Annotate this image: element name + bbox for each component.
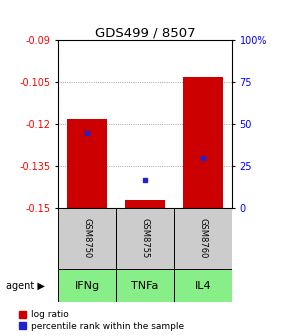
Text: GSM8760: GSM8760 (198, 218, 208, 259)
Bar (125, 200, 165, 208)
Bar (58, 269, 116, 302)
Text: GSM8755: GSM8755 (140, 218, 150, 259)
Bar (116, 269, 174, 302)
Text: TNFa: TNFa (131, 281, 159, 291)
Text: IFNg: IFNg (75, 281, 99, 291)
Text: IL4: IL4 (195, 281, 211, 291)
Bar (174, 269, 232, 302)
Legend: log ratio, percentile rank within the sample: log ratio, percentile rank within the sa… (19, 310, 184, 331)
Text: agent ▶: agent ▶ (6, 281, 45, 291)
Bar (116, 208, 174, 269)
Bar (183, 77, 223, 208)
Title: GDS499 / 8507: GDS499 / 8507 (95, 26, 195, 39)
Bar (58, 208, 116, 269)
Bar (174, 208, 232, 269)
Bar (67, 119, 107, 208)
Text: GSM8750: GSM8750 (82, 218, 92, 259)
